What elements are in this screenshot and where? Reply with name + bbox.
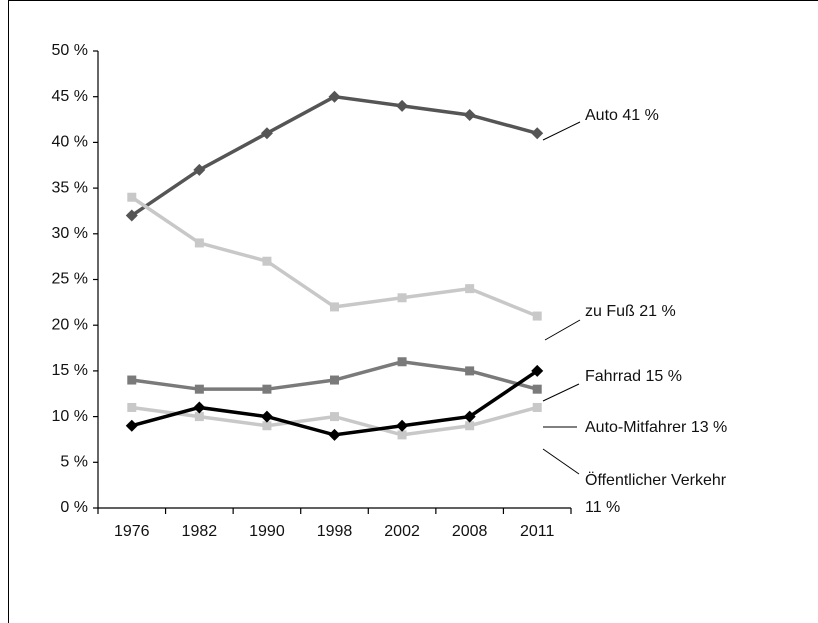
x-tick-label: 2002: [384, 523, 420, 540]
leader-line: [542, 121, 581, 141]
marker: [330, 375, 339, 385]
marker: [262, 384, 272, 394]
leader-line: [544, 319, 581, 341]
marker: [531, 127, 544, 140]
y-tick-label: 10 %: [52, 408, 88, 425]
series-label: zu Fuß 21 %: [585, 303, 676, 320]
marker: [463, 410, 476, 423]
x-tick-label: 2008: [452, 523, 488, 540]
marker: [463, 108, 476, 121]
marker: [262, 256, 272, 266]
y-tick-label: 40 %: [52, 134, 88, 151]
y-tick-label: 5 %: [60, 454, 88, 471]
x-tick-label: 1976: [114, 523, 150, 540]
leader-line: [542, 448, 580, 475]
marker: [532, 402, 542, 412]
series-label: Fahrrad 15 %: [585, 368, 682, 385]
y-tick-label: 0 %: [60, 499, 88, 516]
marker: [465, 421, 475, 431]
marker: [125, 419, 138, 432]
marker: [330, 302, 339, 312]
series-label: Öffentlicher Verkehr: [585, 471, 727, 489]
marker: [465, 284, 475, 294]
marker: [328, 90, 341, 103]
marker: [397, 430, 407, 440]
series-label: Auto-Mitfahrer 13 %: [585, 419, 727, 436]
y-tick-label: 45 %: [52, 88, 88, 105]
marker: [194, 412, 204, 422]
y-tick-label: 30 %: [52, 225, 88, 242]
y-tick-label: 20 %: [52, 316, 88, 333]
y-tick-label: 25 %: [52, 271, 88, 288]
marker: [193, 163, 206, 176]
y-tick-label: 50 %: [52, 42, 88, 59]
marker: [532, 311, 542, 321]
series-label: Auto 41 %: [585, 107, 659, 124]
x-tick-label: 1990: [249, 523, 285, 540]
marker: [396, 99, 409, 112]
marker: [125, 209, 138, 222]
marker: [532, 384, 542, 394]
marker: [262, 421, 272, 431]
marker: [397, 293, 407, 303]
y-tick-label: 35 %: [52, 179, 88, 196]
marker: [127, 402, 137, 412]
marker: [194, 238, 204, 248]
x-tick-label: 2011: [520, 523, 555, 540]
marker: [127, 192, 137, 202]
series-line: [130, 94, 538, 217]
leader-line: [542, 383, 580, 402]
marker: [531, 364, 544, 377]
y-tick-label: 15 %: [52, 362, 88, 379]
marker: [127, 375, 137, 385]
marker: [465, 366, 475, 376]
marker: [193, 401, 206, 414]
marker: [328, 428, 341, 441]
series-line: [130, 195, 538, 318]
marker: [396, 419, 409, 432]
series-line: [131, 359, 538, 391]
marker: [397, 357, 407, 367]
marker: [260, 410, 273, 423]
x-tick-label: 1998: [317, 523, 353, 540]
x-tick-label: 1982: [182, 523, 218, 540]
marker: [260, 127, 273, 140]
marker: [194, 384, 204, 394]
marker: [330, 412, 339, 422]
series-label: 11 %: [585, 499, 620, 516]
